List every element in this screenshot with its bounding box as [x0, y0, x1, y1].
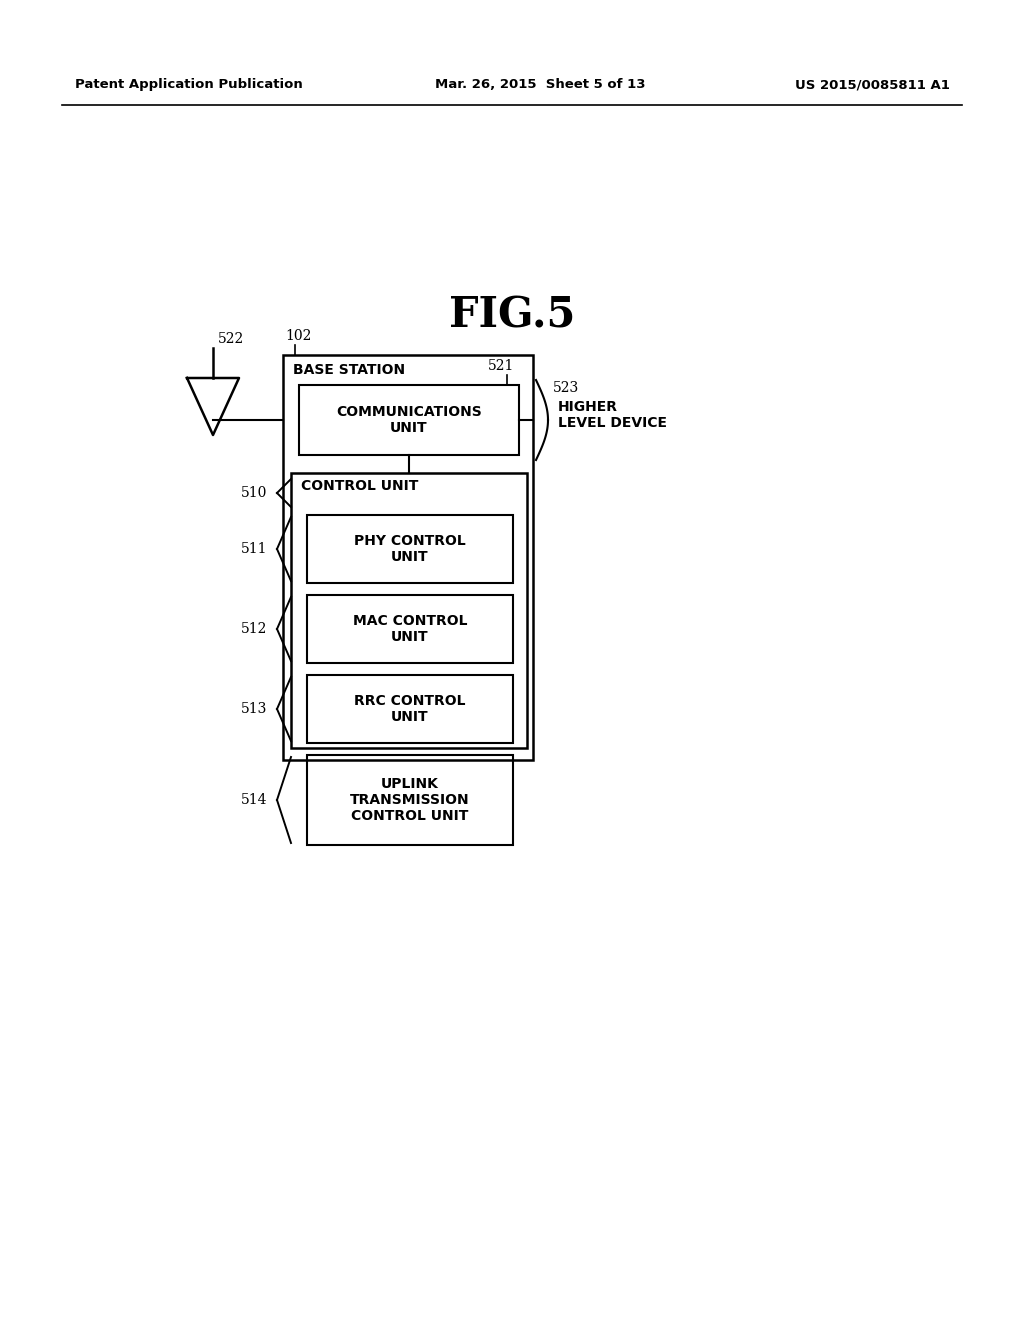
Text: 102: 102 — [285, 329, 311, 343]
Text: FIG.5: FIG.5 — [449, 294, 575, 337]
Text: RRC CONTROL
UNIT: RRC CONTROL UNIT — [354, 694, 466, 725]
Text: 511: 511 — [241, 543, 267, 556]
Text: HIGHER
LEVEL DEVICE: HIGHER LEVEL DEVICE — [558, 400, 667, 430]
Text: US 2015/0085811 A1: US 2015/0085811 A1 — [795, 78, 950, 91]
Text: Mar. 26, 2015  Sheet 5 of 13: Mar. 26, 2015 Sheet 5 of 13 — [435, 78, 645, 91]
Text: 521: 521 — [487, 359, 514, 374]
Text: 514: 514 — [241, 793, 267, 807]
Text: CONTROL UNIT: CONTROL UNIT — [301, 479, 419, 492]
Text: BASE STATION: BASE STATION — [293, 363, 406, 378]
Bar — [299, 385, 519, 455]
Bar — [307, 595, 513, 663]
Text: COMMUNICATIONS
UNIT: COMMUNICATIONS UNIT — [336, 405, 482, 436]
Text: 522: 522 — [218, 333, 245, 346]
Text: MAC CONTROL
UNIT: MAC CONTROL UNIT — [352, 614, 467, 644]
Bar — [307, 755, 513, 845]
Text: 510: 510 — [241, 486, 267, 500]
Bar — [307, 675, 513, 743]
Text: UPLINK
TRANSMISSION
CONTROL UNIT: UPLINK TRANSMISSION CONTROL UNIT — [350, 776, 470, 824]
Text: 513: 513 — [241, 702, 267, 715]
Bar — [291, 473, 527, 748]
Text: 512: 512 — [241, 622, 267, 636]
Text: 523: 523 — [553, 381, 580, 395]
Bar — [283, 355, 534, 760]
Bar — [307, 515, 513, 583]
Text: Patent Application Publication: Patent Application Publication — [75, 78, 303, 91]
Text: PHY CONTROL
UNIT: PHY CONTROL UNIT — [354, 533, 466, 564]
